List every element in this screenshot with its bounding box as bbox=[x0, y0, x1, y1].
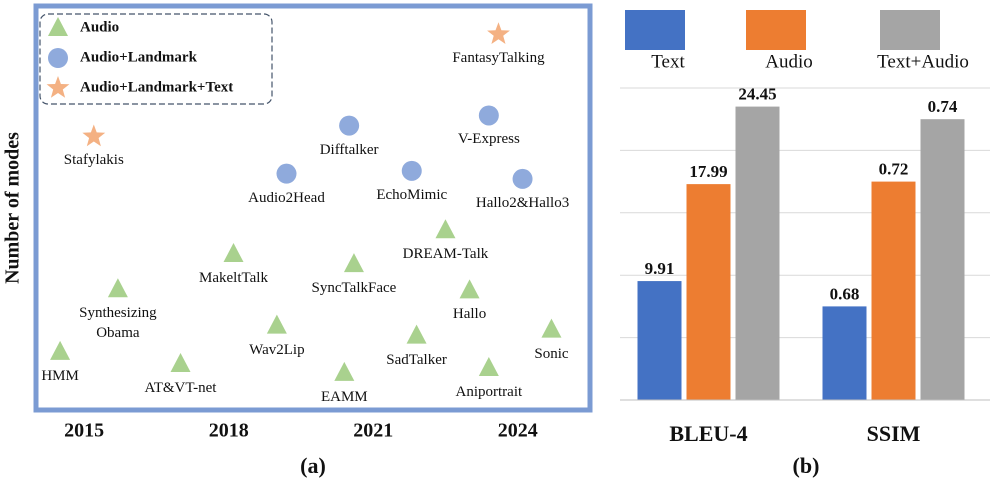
point-label: HMM bbox=[41, 367, 79, 384]
legend-swatch bbox=[880, 10, 940, 50]
value-label: 0.68 bbox=[830, 284, 860, 303]
y-axis-label: Number of modes bbox=[2, 132, 24, 284]
point-label: DREAM-Talk bbox=[402, 246, 489, 263]
point-label: EAMM bbox=[320, 388, 368, 405]
value-label: 17.99 bbox=[689, 162, 727, 181]
point-label: Audio2Head bbox=[248, 189, 325, 206]
point bbox=[266, 314, 287, 334]
point bbox=[459, 279, 480, 299]
point bbox=[401, 160, 422, 181]
legend-swatch bbox=[625, 10, 685, 50]
point bbox=[334, 361, 355, 381]
x-tick-label: BLEU-4 bbox=[669, 421, 747, 446]
point bbox=[170, 352, 191, 372]
point bbox=[478, 356, 499, 376]
bar bbox=[822, 306, 867, 400]
caption: (b) bbox=[793, 453, 820, 478]
caption: (a) bbox=[300, 453, 326, 478]
legend-label: Text bbox=[651, 51, 685, 72]
value-label: 0.74 bbox=[928, 97, 958, 116]
x-tick-label: 2021 bbox=[353, 420, 393, 442]
point bbox=[50, 340, 71, 360]
point bbox=[339, 115, 360, 136]
point-label: Difftalker bbox=[319, 141, 379, 158]
point-label: AT&VT-net bbox=[144, 379, 217, 396]
point bbox=[343, 253, 364, 273]
bar bbox=[637, 281, 682, 400]
point-label: SadTalker bbox=[386, 351, 447, 368]
point bbox=[82, 124, 106, 147]
legend-label: Text+Audio bbox=[877, 51, 969, 72]
point-label: EchoMimic bbox=[376, 186, 448, 203]
point bbox=[435, 219, 456, 239]
point bbox=[512, 168, 533, 189]
legend-label: Audio+Landmark+Text bbox=[80, 79, 233, 95]
point bbox=[487, 22, 510, 44]
point bbox=[478, 105, 499, 126]
point bbox=[107, 278, 128, 298]
plot-frame bbox=[33, 3, 593, 413]
point-label: Aniportrait bbox=[455, 383, 523, 400]
x-tick-label: 2024 bbox=[498, 420, 538, 442]
point-label: Wav2Lip bbox=[249, 341, 305, 358]
legend-label: Audio bbox=[765, 51, 813, 72]
point bbox=[541, 318, 562, 338]
x-tick-label: 2015 bbox=[64, 420, 104, 442]
point bbox=[406, 324, 427, 344]
value-label: 9.91 bbox=[645, 259, 675, 278]
point-label: Sonic bbox=[534, 345, 569, 362]
x-tick-label: 2018 bbox=[209, 420, 249, 442]
point-label: MakeltTalk bbox=[199, 270, 268, 287]
legend-label: Audio bbox=[80, 19, 119, 35]
bar bbox=[686, 184, 731, 400]
legend-swatch bbox=[746, 10, 806, 50]
legend-label: Audio+Landmark bbox=[80, 49, 198, 65]
x-tick-label: SSIM bbox=[867, 421, 921, 446]
value-label: 0.72 bbox=[879, 160, 909, 179]
point-label: FantasyTalking bbox=[452, 50, 545, 67]
point-label: Hallo bbox=[452, 306, 487, 323]
point bbox=[223, 243, 244, 263]
value-label: 24.45 bbox=[738, 85, 776, 104]
point-label: V-Express bbox=[457, 131, 520, 148]
point-label: SyncTalkFace bbox=[311, 280, 397, 297]
bar bbox=[735, 106, 780, 400]
legend-marker bbox=[46, 76, 70, 98]
legend-marker bbox=[48, 17, 68, 36]
point-label: Hallo2&Hallo3 bbox=[475, 194, 570, 211]
point-label: Stafylakis bbox=[63, 152, 124, 169]
bar bbox=[871, 181, 916, 400]
bar bbox=[920, 119, 965, 400]
legend-marker bbox=[48, 48, 68, 68]
point bbox=[276, 163, 297, 184]
legend-box bbox=[39, 13, 273, 105]
point-label: Synthesizing Obama bbox=[79, 305, 157, 342]
